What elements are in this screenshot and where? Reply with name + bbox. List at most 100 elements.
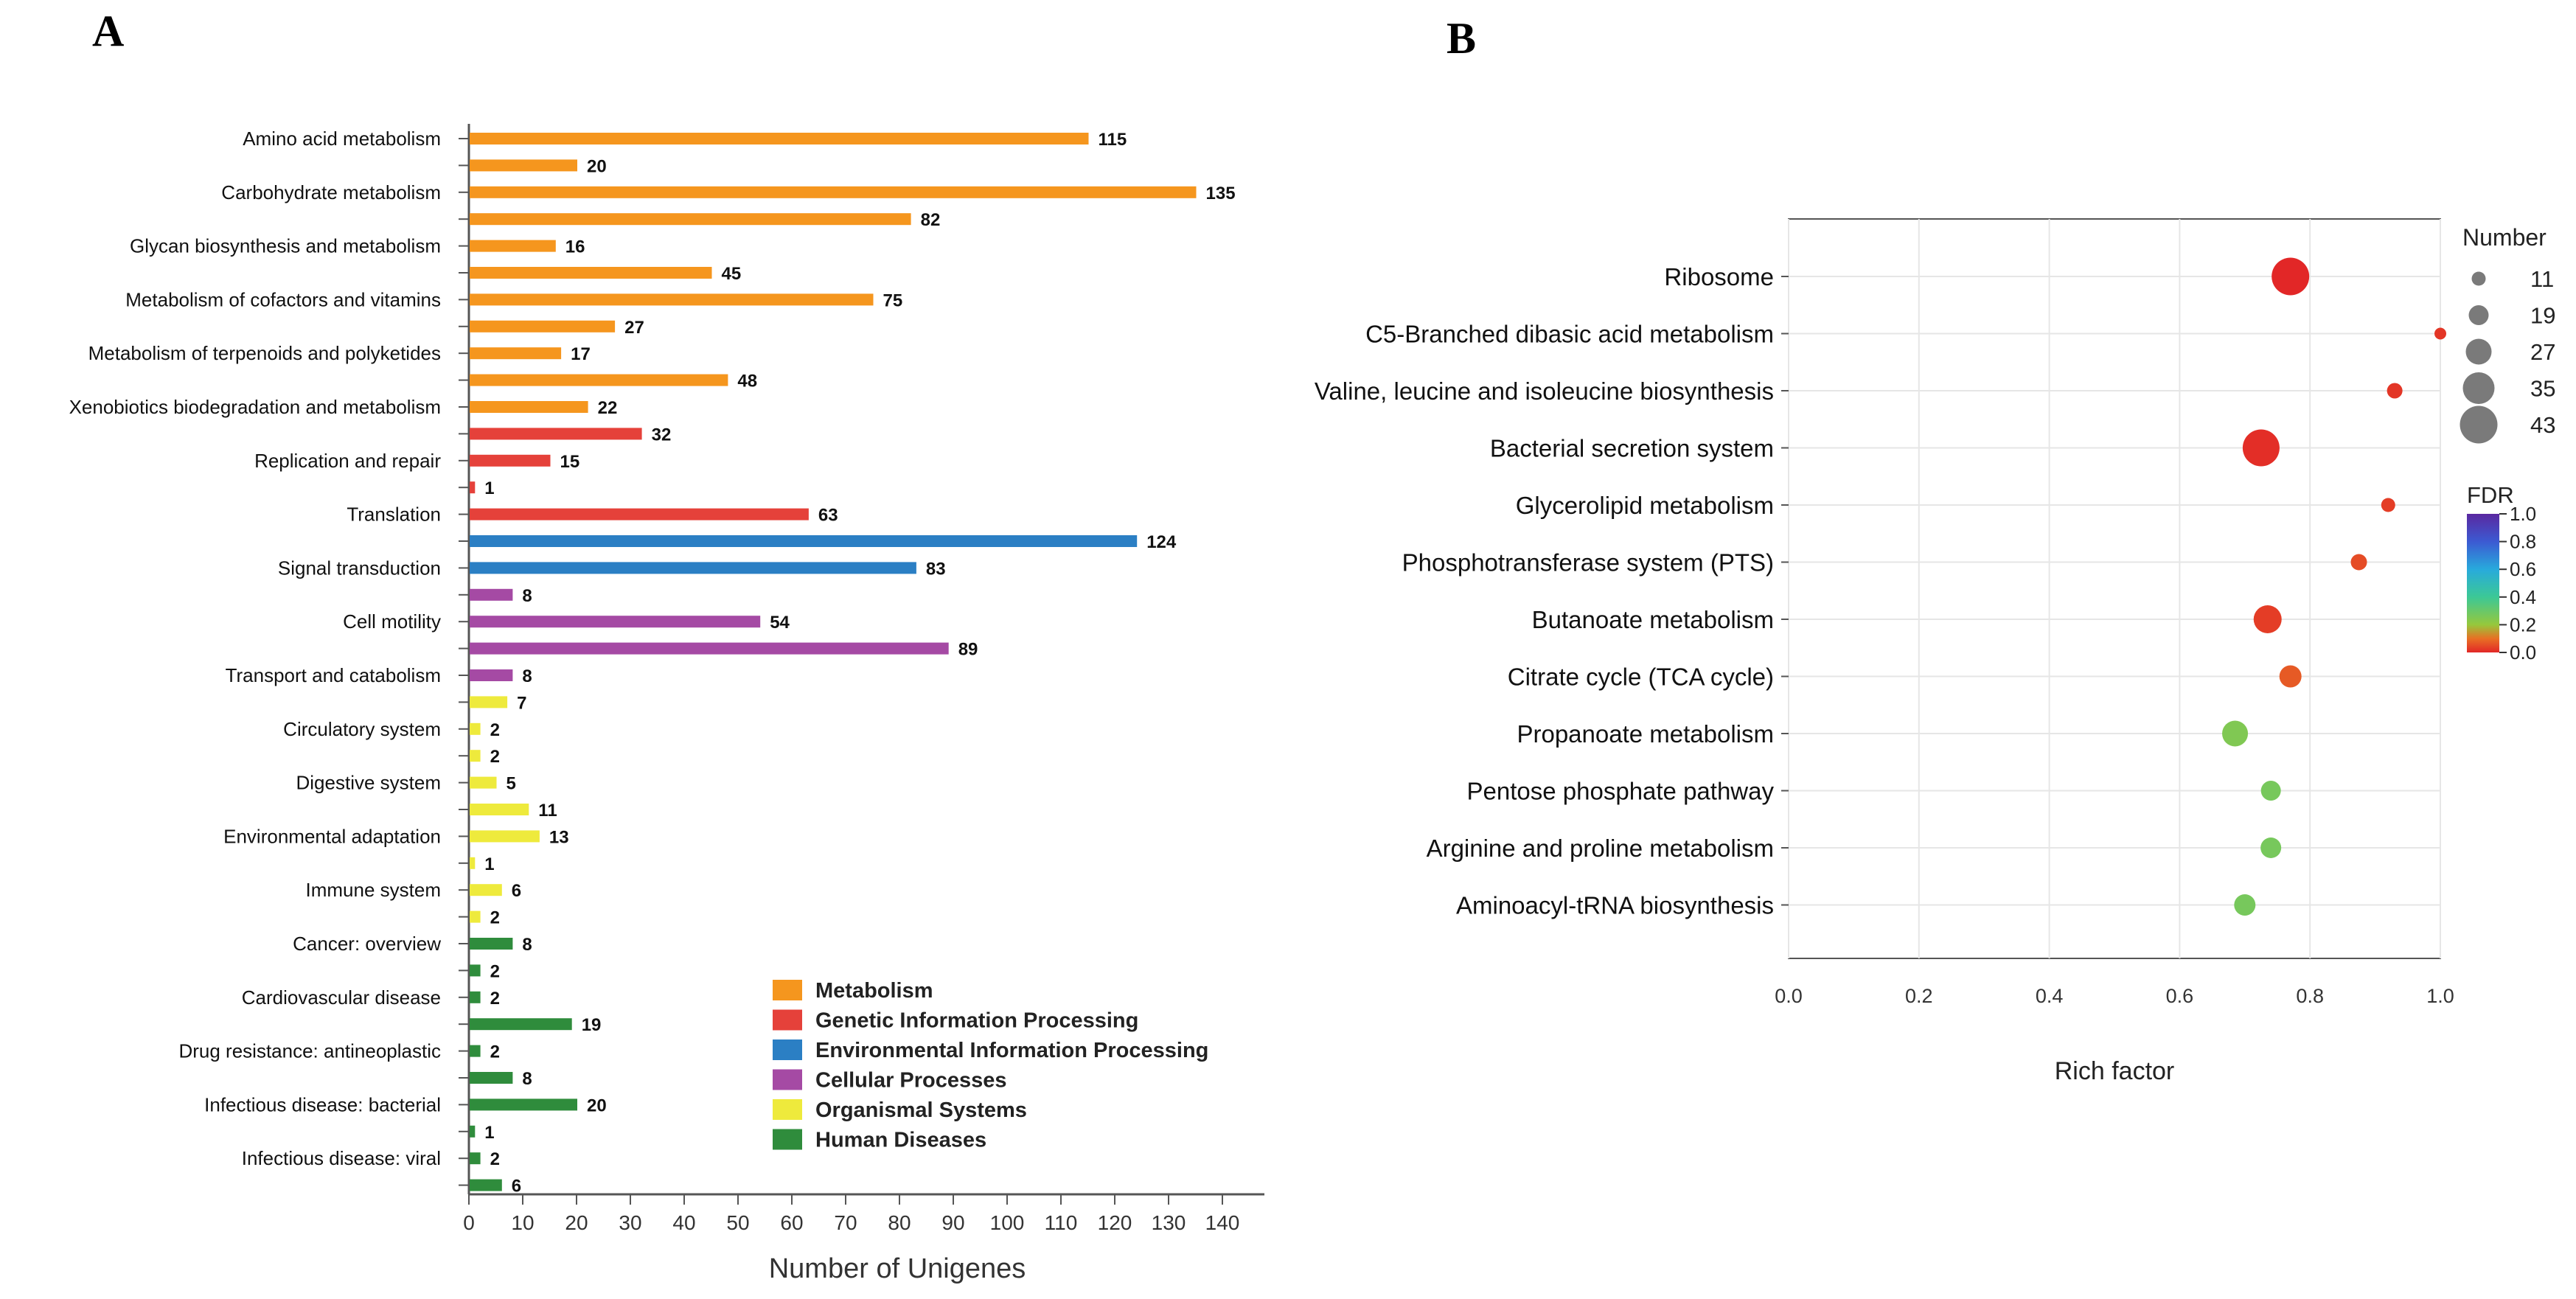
bar	[470, 696, 508, 708]
bar-value-label: 19	[582, 1015, 602, 1035]
size-legend-circle	[2462, 372, 2495, 404]
bubble-point	[2242, 429, 2280, 467]
legend-swatch	[773, 1129, 802, 1150]
size-legend-label: 43	[2530, 412, 2555, 438]
bubble-point	[2222, 720, 2249, 747]
pathway-label: Pentose phosphate pathway	[1467, 778, 1775, 805]
bar	[470, 1072, 513, 1084]
bar	[470, 428, 642, 440]
bar-value-label: 45	[722, 264, 742, 284]
bar-value-label: 8	[522, 1069, 532, 1089]
bar-value-label: 17	[571, 344, 591, 364]
bar	[470, 1152, 481, 1165]
legend-swatch	[773, 1099, 802, 1120]
bar	[470, 347, 562, 360]
x-tick-label: 110	[1045, 1211, 1078, 1234]
bar-value-label: 2	[490, 720, 500, 740]
bar	[470, 535, 1138, 547]
bar	[470, 320, 616, 332]
category-label: Xenobiotics biodegradation and metabolis…	[69, 396, 441, 418]
bar	[470, 964, 481, 977]
x-tick-label: 80	[888, 1211, 911, 1234]
bar-value-label: 8	[522, 666, 532, 686]
x-tick-label: 60	[780, 1211, 803, 1234]
bubble-point	[2434, 327, 2446, 340]
panel-a-label: A	[92, 7, 125, 55]
x-tick-label: 50	[726, 1211, 749, 1234]
bar-value-label: 27	[624, 318, 644, 338]
category-label: Carbohydrate metabolism	[221, 181, 441, 203]
bar-value-label: 2	[490, 747, 500, 767]
bar	[470, 642, 949, 655]
x-tick-label: 70	[834, 1211, 857, 1234]
x-tick-label: 140	[1205, 1211, 1240, 1234]
x-tick-label: 90	[941, 1211, 964, 1234]
bar-value-label: 20	[587, 156, 607, 176]
legend-swatch	[773, 1009, 802, 1031]
category-label: Infectious disease: viral	[242, 1147, 441, 1169]
category-label: Cardiovascular disease	[242, 986, 441, 1009]
x-tick-label: 40	[672, 1211, 695, 1234]
color-legend-label: 0.4	[2510, 586, 2536, 608]
x-tick-label: 1.0	[2426, 985, 2454, 1007]
bar-value-label: 63	[818, 506, 838, 526]
x-tick-label: 130	[1152, 1211, 1186, 1234]
category-label: Cancer: overview	[293, 933, 441, 955]
x-tick-label: 0	[463, 1211, 475, 1234]
category-label: Circulatory system	[283, 718, 441, 740]
bar	[470, 938, 513, 950]
bar	[470, 267, 712, 279]
x-tick-label: 0.8	[2296, 985, 2324, 1007]
bar-value-label: 11	[538, 801, 557, 821]
bubble-point	[2272, 257, 2310, 296]
bar-value-label: 1	[484, 1123, 494, 1143]
color-legend-label: 0.8	[2510, 531, 2536, 553]
bar	[470, 186, 1197, 198]
bar-value-label: 13	[549, 827, 569, 847]
bar-value-label: 32	[652, 425, 672, 445]
bar-value-label: 89	[958, 640, 978, 660]
bar-value-label: 83	[926, 559, 946, 579]
bubble-point	[2234, 894, 2256, 916]
bar	[470, 562, 916, 574]
pathway-label: Phosphotransferase system (PTS)	[1402, 549, 1774, 577]
pathway-label: Citrate cycle (TCA cycle)	[1508, 664, 1774, 691]
bar-value-label: 48	[737, 372, 757, 391]
bar	[470, 293, 874, 306]
bubble-point	[2387, 383, 2403, 399]
bar-value-label: 5	[507, 774, 516, 794]
category-label: Environmental adaptation	[223, 825, 441, 847]
x-tick-label: 100	[990, 1211, 1025, 1234]
bar	[470, 750, 481, 762]
size-legend-label: 11	[2530, 266, 2554, 292]
legend-label: Metabolism	[815, 979, 933, 1003]
color-legend-label: 0.0	[2510, 641, 2536, 664]
bar-value-label: 2	[490, 908, 500, 928]
legend-swatch	[773, 1039, 802, 1060]
bar	[470, 401, 588, 413]
bar-value-label: 1	[484, 478, 494, 498]
x-tick-label: 0.6	[2166, 985, 2194, 1007]
size-legend-label: 19	[2530, 303, 2555, 329]
bar-value-label: 2	[490, 989, 500, 1009]
pathway-label: Valine, leucine and isoleucine biosynthe…	[1315, 377, 1774, 405]
legend-label: Environmental Information Processing	[815, 1039, 1208, 1062]
category-label: Signal transduction	[278, 557, 441, 579]
bar	[470, 508, 809, 520]
legend-label: Genetic Information Processing	[815, 1009, 1138, 1033]
pathway-label: Propanoate metabolism	[1517, 720, 1774, 748]
legend-label: Organismal Systems	[815, 1098, 1027, 1122]
bar	[470, 1045, 481, 1057]
bar-value-label: 2	[490, 961, 500, 981]
bar-value-label: 16	[565, 237, 585, 257]
bar	[470, 588, 513, 601]
x-tick-label: 20	[565, 1211, 588, 1234]
category-label: Transport and catabolism	[226, 664, 441, 686]
plot-area	[1788, 218, 2441, 959]
bar-value-label: 22	[598, 398, 618, 418]
bar	[470, 213, 911, 226]
bar-value-label: 15	[560, 452, 580, 472]
bar-value-label: 124	[1146, 532, 1177, 552]
